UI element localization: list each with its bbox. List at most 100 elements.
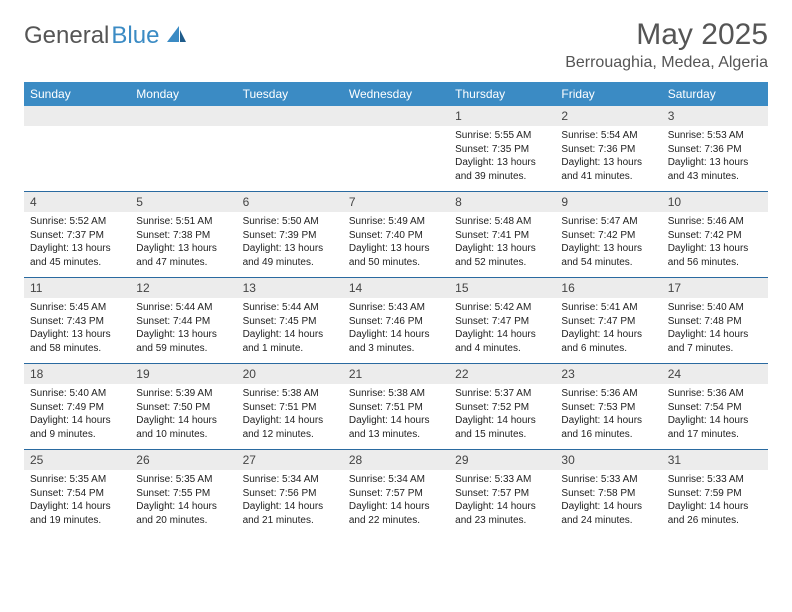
day-text: Sunrise: 5:33 AM Sunset: 7:59 PM Dayligh… [668, 473, 762, 527]
day-text: Sunrise: 5:53 AM Sunset: 7:36 PM Dayligh… [668, 129, 762, 183]
day-content: Sunrise: 5:45 AM Sunset: 7:43 PM Dayligh… [24, 298, 130, 363]
day-content: Sunrise: 5:44 AM Sunset: 7:45 PM Dayligh… [237, 298, 343, 363]
day-content: Sunrise: 5:51 AM Sunset: 7:38 PM Dayligh… [130, 212, 236, 277]
day-number: 27 [237, 450, 343, 470]
day-text: Sunrise: 5:45 AM Sunset: 7:43 PM Dayligh… [30, 301, 124, 355]
day-text: Sunrise: 5:40 AM Sunset: 7:49 PM Dayligh… [30, 387, 124, 441]
day-content: Sunrise: 5:38 AM Sunset: 7:51 PM Dayligh… [237, 384, 343, 449]
weeks-container: 123Sunrise: 5:55 AM Sunset: 7:35 PM Dayl… [24, 106, 768, 535]
day-text: Sunrise: 5:38 AM Sunset: 7:51 PM Dayligh… [349, 387, 443, 441]
location-label: Berrouaghia, Medea, Algeria [565, 54, 768, 72]
day-content [343, 126, 449, 191]
day-number: 7 [343, 192, 449, 212]
calendar: Sunday Monday Tuesday Wednesday Thursday… [24, 82, 768, 535]
dow-cell: Sunday [24, 82, 130, 106]
brand-sail-icon [165, 24, 187, 49]
dow-header: Sunday Monday Tuesday Wednesday Thursday… [24, 82, 768, 106]
day-number: 24 [662, 364, 768, 384]
day-text: Sunrise: 5:34 AM Sunset: 7:57 PM Dayligh… [349, 473, 443, 527]
day-number [24, 106, 130, 126]
day-content: Sunrise: 5:40 AM Sunset: 7:48 PM Dayligh… [662, 298, 768, 363]
day-content: Sunrise: 5:37 AM Sunset: 7:52 PM Dayligh… [449, 384, 555, 449]
day-number: 31 [662, 450, 768, 470]
day-number: 26 [130, 450, 236, 470]
day-number: 20 [237, 364, 343, 384]
day-text: Sunrise: 5:34 AM Sunset: 7:56 PM Dayligh… [243, 473, 337, 527]
day-text: Sunrise: 5:46 AM Sunset: 7:42 PM Dayligh… [668, 215, 762, 269]
day-number: 12 [130, 278, 236, 298]
day-content: Sunrise: 5:46 AM Sunset: 7:42 PM Dayligh… [662, 212, 768, 277]
day-content: Sunrise: 5:36 AM Sunset: 7:54 PM Dayligh… [662, 384, 768, 449]
day-content: Sunrise: 5:48 AM Sunset: 7:41 PM Dayligh… [449, 212, 555, 277]
week-row: 18192021222324Sunrise: 5:40 AM Sunset: 7… [24, 363, 768, 449]
title-block: May 2025 Berrouaghia, Medea, Algeria [565, 18, 768, 72]
day-text: Sunrise: 5:49 AM Sunset: 7:40 PM Dayligh… [349, 215, 443, 269]
day-content: Sunrise: 5:34 AM Sunset: 7:57 PM Dayligh… [343, 470, 449, 535]
day-text: Sunrise: 5:47 AM Sunset: 7:42 PM Dayligh… [561, 215, 655, 269]
day-number [343, 106, 449, 126]
day-number: 9 [555, 192, 661, 212]
day-content: Sunrise: 5:33 AM Sunset: 7:57 PM Dayligh… [449, 470, 555, 535]
day-number: 14 [343, 278, 449, 298]
day-content: Sunrise: 5:33 AM Sunset: 7:59 PM Dayligh… [662, 470, 768, 535]
day-text: Sunrise: 5:42 AM Sunset: 7:47 PM Dayligh… [455, 301, 549, 355]
day-text: Sunrise: 5:54 AM Sunset: 7:36 PM Dayligh… [561, 129, 655, 183]
day-number: 16 [555, 278, 661, 298]
header: General Blue May 2025 Berrouaghia, Medea… [24, 18, 768, 72]
week-row: 123Sunrise: 5:55 AM Sunset: 7:35 PM Dayl… [24, 106, 768, 191]
day-number: 23 [555, 364, 661, 384]
dow-cell: Tuesday [237, 82, 343, 106]
dow-cell: Friday [555, 82, 661, 106]
brand-text-blue: Blue [111, 22, 159, 50]
day-number: 25 [24, 450, 130, 470]
day-number: 22 [449, 364, 555, 384]
day-number: 18 [24, 364, 130, 384]
day-text: Sunrise: 5:51 AM Sunset: 7:38 PM Dayligh… [136, 215, 230, 269]
day-number: 13 [237, 278, 343, 298]
day-text: Sunrise: 5:35 AM Sunset: 7:55 PM Dayligh… [136, 473, 230, 527]
day-number [237, 106, 343, 126]
day-text: Sunrise: 5:41 AM Sunset: 7:47 PM Dayligh… [561, 301, 655, 355]
day-number: 10 [662, 192, 768, 212]
day-text: Sunrise: 5:44 AM Sunset: 7:45 PM Dayligh… [243, 301, 337, 355]
day-text: Sunrise: 5:36 AM Sunset: 7:53 PM Dayligh… [561, 387, 655, 441]
day-content: Sunrise: 5:52 AM Sunset: 7:37 PM Dayligh… [24, 212, 130, 277]
day-number: 28 [343, 450, 449, 470]
day-content: Sunrise: 5:50 AM Sunset: 7:39 PM Dayligh… [237, 212, 343, 277]
day-content [24, 126, 130, 191]
day-number: 11 [24, 278, 130, 298]
day-text: Sunrise: 5:33 AM Sunset: 7:57 PM Dayligh… [455, 473, 549, 527]
day-text: Sunrise: 5:35 AM Sunset: 7:54 PM Dayligh… [30, 473, 124, 527]
day-content: Sunrise: 5:42 AM Sunset: 7:47 PM Dayligh… [449, 298, 555, 363]
day-number: 3 [662, 106, 768, 126]
day-content: Sunrise: 5:44 AM Sunset: 7:44 PM Dayligh… [130, 298, 236, 363]
day-text: Sunrise: 5:39 AM Sunset: 7:50 PM Dayligh… [136, 387, 230, 441]
day-content: Sunrise: 5:38 AM Sunset: 7:51 PM Dayligh… [343, 384, 449, 449]
day-content: Sunrise: 5:36 AM Sunset: 7:53 PM Dayligh… [555, 384, 661, 449]
week-row: 11121314151617Sunrise: 5:45 AM Sunset: 7… [24, 277, 768, 363]
dow-cell: Wednesday [343, 82, 449, 106]
day-content: Sunrise: 5:35 AM Sunset: 7:55 PM Dayligh… [130, 470, 236, 535]
day-text: Sunrise: 5:36 AM Sunset: 7:54 PM Dayligh… [668, 387, 762, 441]
day-content: Sunrise: 5:35 AM Sunset: 7:54 PM Dayligh… [24, 470, 130, 535]
day-content: Sunrise: 5:47 AM Sunset: 7:42 PM Dayligh… [555, 212, 661, 277]
day-text: Sunrise: 5:33 AM Sunset: 7:58 PM Dayligh… [561, 473, 655, 527]
day-text: Sunrise: 5:50 AM Sunset: 7:39 PM Dayligh… [243, 215, 337, 269]
day-content: Sunrise: 5:40 AM Sunset: 7:49 PM Dayligh… [24, 384, 130, 449]
dow-cell: Saturday [662, 82, 768, 106]
day-text: Sunrise: 5:40 AM Sunset: 7:48 PM Dayligh… [668, 301, 762, 355]
brand-logo: General Blue [24, 18, 187, 50]
day-content: Sunrise: 5:54 AM Sunset: 7:36 PM Dayligh… [555, 126, 661, 191]
day-text: Sunrise: 5:38 AM Sunset: 7:51 PM Dayligh… [243, 387, 337, 441]
day-number: 2 [555, 106, 661, 126]
day-number: 1 [449, 106, 555, 126]
day-content: Sunrise: 5:34 AM Sunset: 7:56 PM Dayligh… [237, 470, 343, 535]
week-row: 45678910Sunrise: 5:52 AM Sunset: 7:37 PM… [24, 191, 768, 277]
week-row: 25262728293031Sunrise: 5:35 AM Sunset: 7… [24, 449, 768, 535]
day-number: 4 [24, 192, 130, 212]
day-text: Sunrise: 5:52 AM Sunset: 7:37 PM Dayligh… [30, 215, 124, 269]
month-title: May 2025 [565, 18, 768, 52]
day-content: Sunrise: 5:39 AM Sunset: 7:50 PM Dayligh… [130, 384, 236, 449]
page: General Blue May 2025 Berrouaghia, Medea… [0, 0, 792, 547]
brand-text-general: General [24, 22, 109, 50]
